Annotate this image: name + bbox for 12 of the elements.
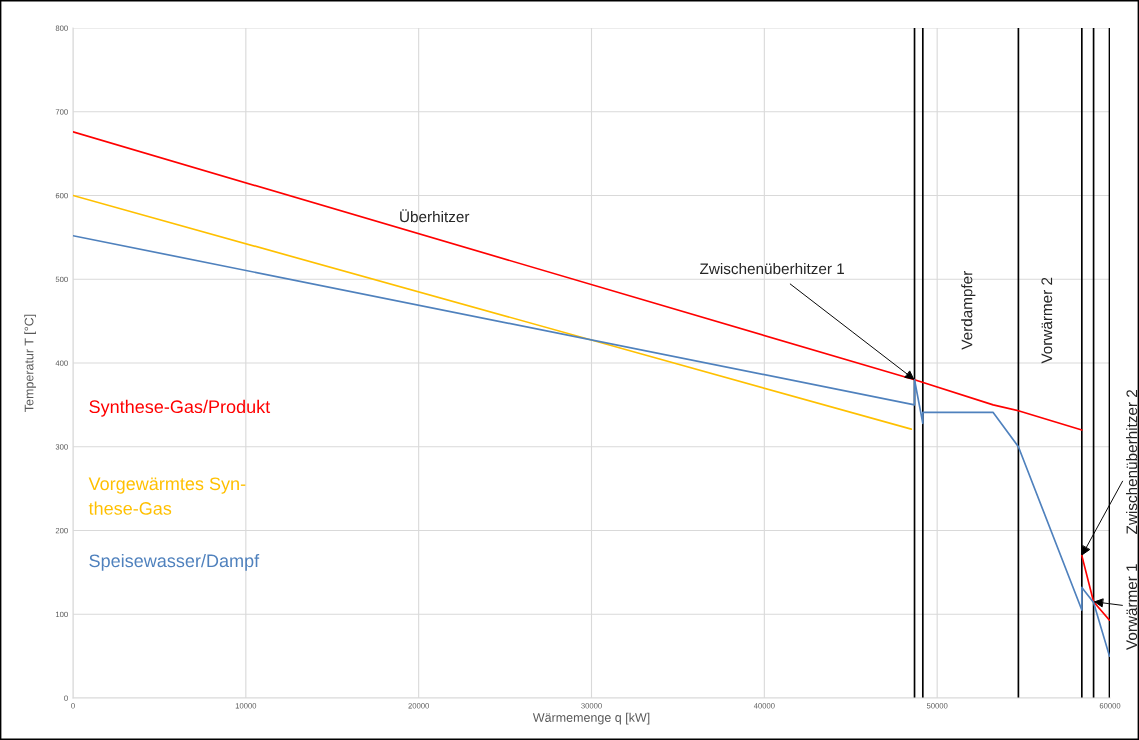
annotation: Vorwärmer 2 (1041, 277, 1053, 364)
text: Speisewasser/Dampf (89, 553, 260, 571)
annotation: Überhitzer (400, 209, 470, 223)
text: Synthese-Gas/Produkt (89, 399, 271, 417)
x-axis-title: Wärmemenge q [kW] (532, 712, 650, 725)
annotation: Verdampfer (961, 271, 976, 350)
y-axis-title: Temperatur T [°C] (24, 314, 36, 412)
line-series (73, 234, 1110, 657)
annotation: Vorwärmer 1 (1126, 564, 1138, 650)
annotation: Zwischenüberhitzer 1 (700, 262, 844, 275)
annotation: Zwischenüberhitzer 2 (1126, 389, 1138, 534)
text: Vorgewärmtes Syn- these-Gas (88, 477, 246, 515)
